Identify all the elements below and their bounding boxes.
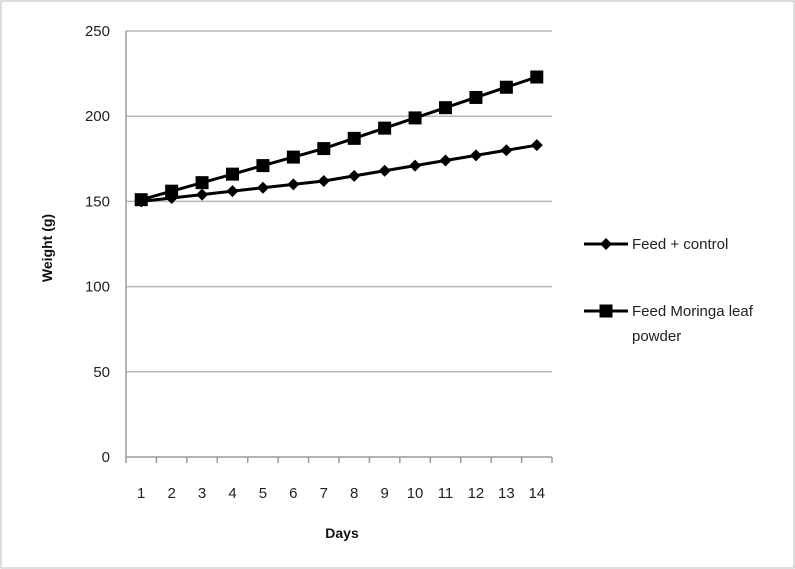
legend-marker [600, 238, 612, 250]
y-tick-label: 0 [102, 449, 110, 466]
data-point [439, 101, 452, 115]
data-point [378, 164, 391, 177]
data-point [256, 159, 270, 173]
series-layer [134, 70, 544, 208]
legend-marker [599, 304, 613, 318]
legend-label: Feed Moringa leaf [632, 303, 754, 320]
data-point [317, 174, 330, 187]
data-point [196, 188, 209, 201]
y-tick-label: 250 [85, 23, 110, 40]
legend-entry-1: Feed + control [584, 236, 728, 253]
data-point [530, 70, 544, 84]
x-tick-label: 1 [137, 485, 145, 502]
y-tick-label: 50 [93, 364, 110, 381]
data-point [530, 139, 543, 152]
y-tick-labels: 0 50 100 150 200 250 [85, 23, 110, 466]
legend: Feed + control Feed Moringa leaf powder [584, 236, 754, 345]
x-tick-label: 8 [350, 485, 358, 502]
series-1 [135, 139, 543, 208]
y-tick-label: 150 [85, 193, 110, 210]
data-point [317, 142, 331, 156]
data-point [500, 144, 513, 157]
data-point [286, 150, 300, 164]
series-2 [134, 70, 544, 207]
x-tick-label: 12 [468, 485, 485, 502]
y-axis-title: Weight (g) [39, 214, 55, 282]
x-tick-label: 14 [528, 485, 545, 502]
legend-label: Feed + control [632, 236, 728, 253]
data-point [134, 193, 148, 207]
x-tick-label: 3 [198, 485, 206, 502]
y-tick-label: 100 [85, 279, 110, 296]
data-point [195, 176, 209, 190]
data-point [409, 159, 422, 172]
data-point [499, 80, 513, 94]
x-tick-label: 2 [167, 485, 175, 502]
data-point [287, 178, 300, 191]
x-tick-label: 4 [228, 485, 236, 502]
data-point [226, 185, 239, 198]
x-tick-label: 10 [407, 485, 424, 502]
x-tick-label: 13 [498, 485, 515, 502]
legend-entry-2: Feed Moringa leaf powder [584, 303, 754, 345]
y-tick-label: 200 [85, 108, 110, 125]
x-tick-label: 7 [320, 485, 328, 502]
axes [125, 31, 553, 463]
x-tick-labels: 1 2 3 4 5 6 7 8 9 10 11 12 13 14 [137, 485, 545, 502]
gridlines [126, 30, 552, 373]
x-tick-label: 9 [380, 485, 388, 502]
x-axis-title: Days [325, 525, 359, 541]
legend-label: powder [632, 328, 681, 345]
data-point [347, 131, 361, 145]
data-point [348, 169, 361, 182]
data-point [378, 121, 392, 135]
data-point [408, 111, 422, 125]
data-point [256, 181, 269, 194]
data-point [226, 167, 239, 181]
data-point [439, 154, 452, 167]
x-tick-label: 6 [289, 485, 297, 502]
data-point [469, 149, 482, 162]
data-point [469, 90, 483, 104]
x-tick-label: 11 [438, 485, 454, 502]
data-point [165, 184, 179, 198]
x-tick-label: 5 [259, 485, 267, 502]
